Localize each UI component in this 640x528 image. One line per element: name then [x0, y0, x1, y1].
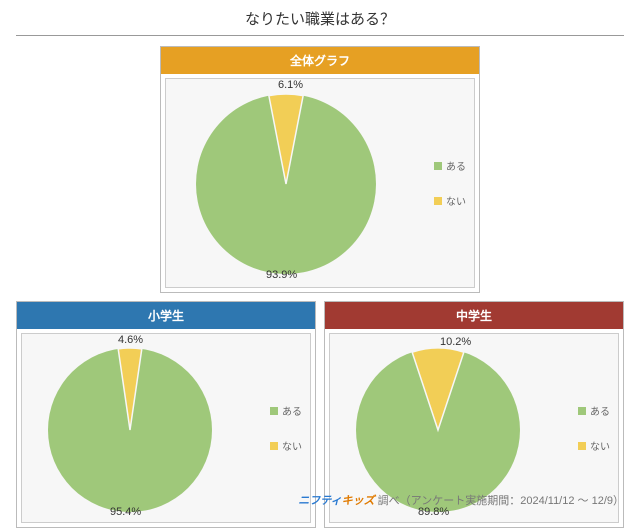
legend-item-yes: ある [434, 158, 466, 173]
legend: あるない [578, 403, 610, 453]
panel-elementary: 小学生 95.4% 4.6% あるない [16, 301, 316, 528]
pie-chart [196, 94, 376, 274]
pie-chart [48, 348, 212, 512]
pie-label-no: 6.1% [278, 79, 303, 91]
legend: あるない [270, 403, 302, 453]
pie-chart [356, 348, 520, 512]
legend-label-yes: ある [590, 403, 610, 418]
legend-label-no: ない [590, 438, 610, 453]
swatch-no [434, 197, 442, 205]
legend-item-no: ない [270, 438, 302, 453]
panel-overall: 全体グラフ 93.9% 6.1% あるない [160, 46, 480, 293]
legend-item-no: ない [578, 438, 610, 453]
footer-brand2: キッズ [342, 495, 375, 507]
panel-overall-header: 全体グラフ [161, 47, 479, 74]
pie-label-yes: 93.9% [266, 269, 297, 281]
swatch-yes [434, 162, 442, 170]
legend-label-no: ない [282, 438, 302, 453]
pie-label-no: 4.6% [118, 334, 143, 346]
legend-label-yes: ある [282, 403, 302, 418]
legend-label-yes: ある [446, 158, 466, 173]
swatch-no [270, 442, 278, 450]
footer-text: 調べ（アンケート実施期間：2024/11/12 ～ 12/9） [375, 495, 624, 507]
panel-elementary-body: 95.4% 4.6% あるない [21, 333, 311, 523]
footer-credit: ニフティキッズ 調べ（アンケート実施期間：2024/11/12 ～ 12/9） [298, 492, 624, 508]
legend: あるない [434, 158, 466, 208]
top-row: 全体グラフ 93.9% 6.1% あるない [16, 46, 624, 293]
swatch-no [578, 442, 586, 450]
legend-item-yes: ある [270, 403, 302, 418]
legend-item-no: ない [434, 193, 466, 208]
swatch-yes [270, 407, 278, 415]
panel-junior-header: 中学生 [325, 302, 623, 329]
pie-label-yes: 95.4% [110, 506, 141, 518]
legend-label-no: ない [446, 193, 466, 208]
pie-label-no: 10.2% [440, 336, 471, 348]
panel-elementary-header: 小学生 [17, 302, 315, 329]
page-title: なりたい職業はある？ [16, 8, 624, 36]
footer-brand1: ニフティ [298, 495, 341, 507]
legend-item-yes: ある [578, 403, 610, 418]
panel-overall-body: 93.9% 6.1% あるない [165, 78, 475, 288]
swatch-yes [578, 407, 586, 415]
